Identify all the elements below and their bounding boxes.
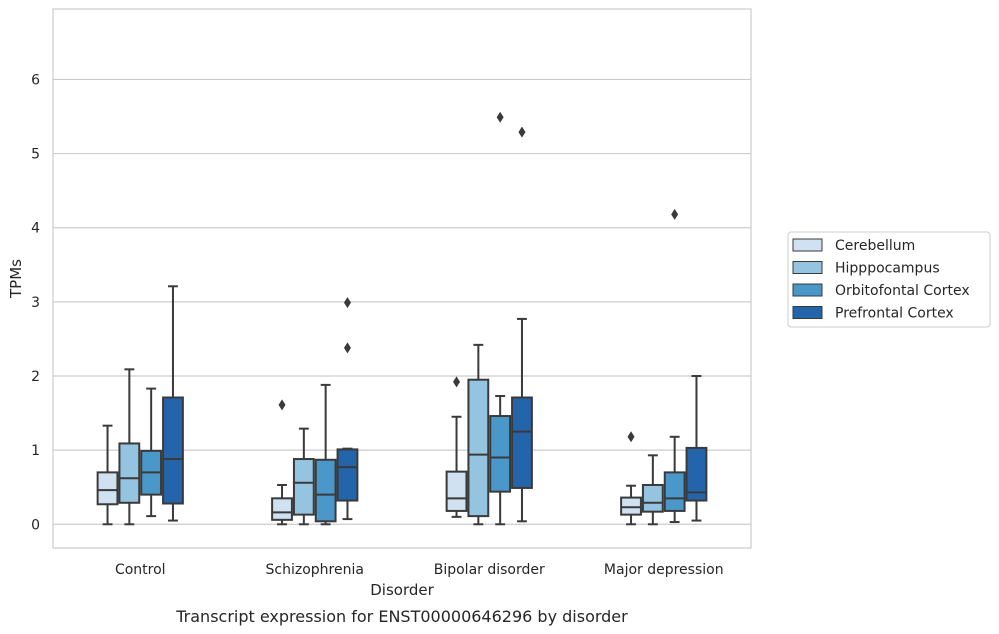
y-tick-label: 4 bbox=[31, 221, 40, 237]
box-iqr bbox=[271, 497, 293, 521]
legend: Cerebellum Hipppocampus Orbitofontal Corte… bbox=[787, 231, 991, 328]
box-orbitofontal-cortex bbox=[489, 111, 512, 526]
outlier-point bbox=[496, 111, 504, 123]
outlier-point bbox=[627, 431, 635, 443]
y-tick-label: 6 bbox=[31, 72, 40, 88]
box-cerebellum bbox=[445, 376, 468, 518]
box-iqr bbox=[314, 458, 337, 523]
legend-label: Orbitofontal Cortex bbox=[835, 283, 970, 299]
box-iqr bbox=[511, 396, 533, 489]
box-iqr bbox=[685, 446, 708, 502]
y-tick-label: 0 bbox=[31, 517, 40, 533]
y-tick-labels: 0 1 2 3 4 5 6 bbox=[31, 72, 40, 533]
y-tick-label: 1 bbox=[31, 443, 40, 459]
box-iqr bbox=[641, 483, 664, 513]
outlier-point bbox=[278, 399, 286, 411]
y-tick-label: 2 bbox=[31, 369, 40, 385]
outlier-point bbox=[453, 376, 461, 388]
x-tick-label: Bipolar disorder bbox=[434, 562, 545, 578]
y-axis-label: TPMs bbox=[7, 259, 25, 299]
x-axis-label: Disorder bbox=[370, 581, 434, 599]
chart-caption: Transcript expression for ENST0000064629… bbox=[175, 607, 628, 626]
box-iqr bbox=[162, 396, 184, 505]
box-hipppocampus bbox=[467, 343, 490, 526]
legend-frame bbox=[787, 231, 991, 328]
box-iqr bbox=[467, 378, 490, 518]
plot-area-frame bbox=[52, 8, 752, 549]
box-prefrontal-cortex bbox=[336, 297, 359, 521]
box-hipppocampus bbox=[292, 427, 315, 526]
outlier-point bbox=[343, 342, 351, 354]
outlier-point bbox=[518, 126, 526, 138]
box-orbitofontal-cortex bbox=[314, 383, 337, 526]
box-prefrontal-cortex bbox=[511, 126, 533, 523]
legend-label: Hipppocampus bbox=[835, 261, 940, 277]
box-cerebellum bbox=[271, 399, 293, 526]
x-tick-label: Control bbox=[115, 562, 166, 578]
box-orbitofontal-cortex bbox=[140, 387, 163, 518]
box-prefrontal-cortex bbox=[685, 374, 708, 522]
box-cerebellum bbox=[96, 424, 119, 526]
box-iqr bbox=[445, 470, 468, 512]
box-iqr bbox=[489, 415, 512, 493]
legend-swatch bbox=[792, 261, 823, 274]
legend-label: Cerebellum bbox=[835, 238, 915, 254]
x-tick-label: Schizophrenia bbox=[266, 562, 364, 578]
box-iqr bbox=[292, 458, 315, 516]
legend-swatch bbox=[792, 283, 823, 297]
y-tick-label: 5 bbox=[31, 147, 40, 163]
box-iqr bbox=[663, 471, 686, 512]
outlier-point bbox=[671, 208, 679, 220]
legend-swatch bbox=[792, 306, 823, 319]
outlier-point bbox=[343, 297, 351, 309]
box-iqr bbox=[96, 471, 119, 506]
box-iqr bbox=[118, 442, 141, 504]
box-prefrontal-cortex bbox=[162, 285, 184, 522]
box-iqr bbox=[336, 448, 359, 502]
x-tick-labels: Control Schizophrenia Bipolar disorder Majo… bbox=[115, 562, 724, 578]
box-iqr bbox=[620, 496, 642, 516]
legend-swatch bbox=[792, 238, 823, 252]
box-orbitofontal-cortex bbox=[663, 208, 686, 524]
x-tick-label: Major depression bbox=[604, 562, 724, 578]
box-hipppocampus bbox=[641, 454, 664, 526]
box-series bbox=[96, 111, 708, 526]
y-tick-label: 3 bbox=[31, 295, 40, 311]
box-cerebellum bbox=[620, 431, 642, 526]
box-hipppocampus bbox=[118, 368, 141, 526]
legend-label: Prefrontal Cortex bbox=[835, 306, 954, 322]
